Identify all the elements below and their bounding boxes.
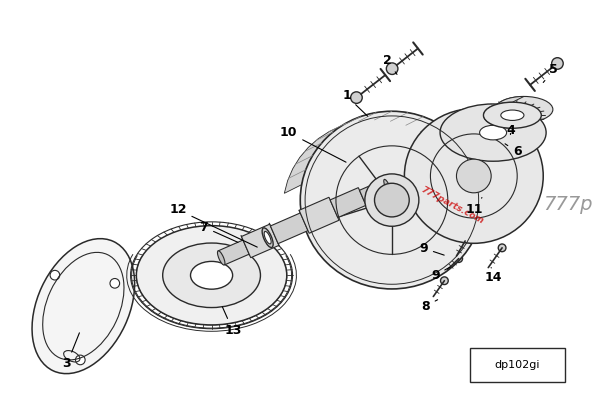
Circle shape [412, 264, 425, 277]
Text: 9: 9 [431, 267, 450, 282]
Circle shape [461, 206, 475, 220]
Circle shape [50, 271, 60, 280]
Circle shape [386, 63, 398, 75]
Circle shape [506, 207, 518, 219]
Ellipse shape [374, 183, 409, 217]
Ellipse shape [191, 261, 233, 289]
Circle shape [498, 244, 506, 252]
Polygon shape [271, 213, 308, 244]
Ellipse shape [457, 159, 491, 193]
Circle shape [455, 255, 463, 262]
FancyBboxPatch shape [470, 347, 565, 382]
Text: 14: 14 [484, 268, 502, 284]
Text: dp102gi: dp102gi [494, 360, 540, 370]
Circle shape [110, 279, 119, 288]
Ellipse shape [217, 251, 225, 265]
Circle shape [76, 355, 85, 365]
Ellipse shape [262, 228, 273, 247]
Polygon shape [299, 197, 339, 233]
Text: 777parts.com: 777parts.com [419, 185, 485, 225]
Text: 6: 6 [505, 144, 521, 158]
Ellipse shape [479, 125, 506, 140]
Text: 5: 5 [543, 64, 558, 83]
Circle shape [440, 277, 448, 285]
Ellipse shape [264, 231, 271, 244]
Text: 10: 10 [280, 126, 346, 162]
Text: 13: 13 [223, 307, 241, 337]
Ellipse shape [365, 174, 419, 226]
Polygon shape [484, 96, 524, 128]
Ellipse shape [484, 102, 541, 128]
Circle shape [430, 207, 442, 219]
Text: 3: 3 [62, 333, 79, 371]
Circle shape [350, 92, 362, 103]
Circle shape [309, 180, 323, 194]
Circle shape [506, 133, 518, 145]
Circle shape [461, 237, 469, 245]
Text: 11: 11 [465, 198, 482, 216]
Text: 12: 12 [169, 203, 257, 247]
Text: 8: 8 [421, 300, 437, 313]
Ellipse shape [136, 226, 287, 325]
Text: 1: 1 [342, 90, 368, 116]
Ellipse shape [384, 179, 391, 192]
Circle shape [359, 123, 372, 136]
Polygon shape [241, 224, 279, 258]
Text: 7: 7 [199, 221, 238, 242]
Circle shape [335, 251, 349, 264]
Ellipse shape [32, 239, 134, 374]
Circle shape [434, 136, 448, 149]
Text: 777p: 777p [543, 195, 593, 214]
Ellipse shape [404, 109, 543, 243]
Text: 9: 9 [419, 242, 444, 255]
Polygon shape [359, 179, 390, 202]
Polygon shape [218, 240, 249, 265]
Text: 2: 2 [383, 54, 397, 75]
Polygon shape [284, 111, 482, 193]
Ellipse shape [495, 96, 553, 122]
Polygon shape [330, 188, 366, 217]
Ellipse shape [300, 111, 484, 289]
Ellipse shape [501, 110, 524, 120]
Ellipse shape [440, 104, 546, 161]
Circle shape [551, 58, 563, 69]
Text: 4: 4 [506, 124, 515, 137]
Ellipse shape [163, 243, 260, 307]
Circle shape [430, 133, 442, 145]
